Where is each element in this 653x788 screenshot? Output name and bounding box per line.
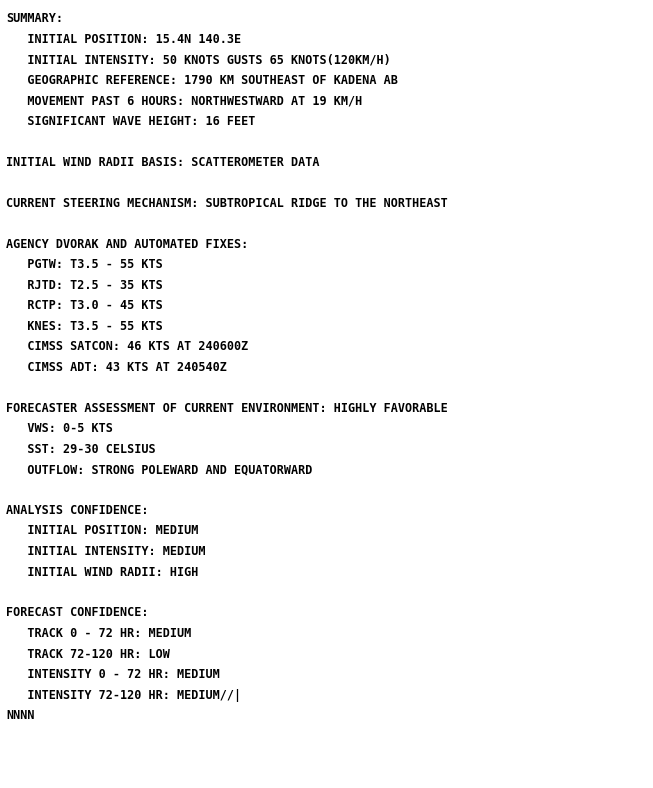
Text: INITIAL INTENSITY: 50 KNOTS GUSTS 65 KNOTS(120KM/H): INITIAL INTENSITY: 50 KNOTS GUSTS 65 KNO…	[6, 53, 390, 66]
Text: CIMSS ADT: 43 KTS AT 240540Z: CIMSS ADT: 43 KTS AT 240540Z	[6, 360, 227, 374]
Text: PGTW: T3.5 - 55 KTS: PGTW: T3.5 - 55 KTS	[6, 258, 163, 271]
Text: MOVEMENT PAST 6 HOURS: NORTHWESTWARD AT 19 KM/H: MOVEMENT PAST 6 HOURS: NORTHWESTWARD AT …	[6, 94, 362, 107]
Text: GEOGRAPHIC REFERENCE: 1790 KM SOUTHEAST OF KADENA AB: GEOGRAPHIC REFERENCE: 1790 KM SOUTHEAST …	[6, 73, 398, 87]
Text: ANALYSIS CONFIDENCE:: ANALYSIS CONFIDENCE:	[6, 504, 148, 517]
Text: TRACK 0 - 72 HR: MEDIUM: TRACK 0 - 72 HR: MEDIUM	[6, 627, 191, 640]
Text: INITIAL WIND RADII: HIGH: INITIAL WIND RADII: HIGH	[6, 566, 199, 578]
Text: RCTP: T3.0 - 45 KTS: RCTP: T3.0 - 45 KTS	[6, 299, 163, 312]
Text: INITIAL POSITION: 15.4N 140.3E: INITIAL POSITION: 15.4N 140.3E	[6, 32, 241, 46]
Text: SUMMARY:: SUMMARY:	[6, 12, 63, 25]
Text: INTENSITY 72-120 HR: MEDIUM//|: INTENSITY 72-120 HR: MEDIUM//|	[6, 689, 241, 701]
Text: TRACK 72-120 HR: LOW: TRACK 72-120 HR: LOW	[6, 648, 170, 660]
Text: CURRENT STEERING MECHANISM: SUBTROPICAL RIDGE TO THE NORTHEAST: CURRENT STEERING MECHANISM: SUBTROPICAL …	[6, 196, 448, 210]
Text: VWS: 0-5 KTS: VWS: 0-5 KTS	[6, 422, 113, 435]
Text: INTENSITY 0 - 72 HR: MEDIUM: INTENSITY 0 - 72 HR: MEDIUM	[6, 668, 220, 681]
Text: SIGNIFICANT WAVE HEIGHT: 16 FEET: SIGNIFICANT WAVE HEIGHT: 16 FEET	[6, 114, 255, 128]
Text: NNNN: NNNN	[6, 709, 35, 722]
Text: INITIAL POSITION: MEDIUM: INITIAL POSITION: MEDIUM	[6, 525, 199, 537]
Text: FORECAST CONFIDENCE:: FORECAST CONFIDENCE:	[6, 607, 148, 619]
Text: SST: 29-30 CELSIUS: SST: 29-30 CELSIUS	[6, 443, 155, 455]
Text: KNES: T3.5 - 55 KTS: KNES: T3.5 - 55 KTS	[6, 319, 163, 333]
Text: CIMSS SATCON: 46 KTS AT 240600Z: CIMSS SATCON: 46 KTS AT 240600Z	[6, 340, 248, 353]
Text: RJTD: T2.5 - 35 KTS: RJTD: T2.5 - 35 KTS	[6, 278, 163, 292]
Text: OUTFLOW: STRONG POLEWARD AND EQUATORWARD: OUTFLOW: STRONG POLEWARD AND EQUATORWARD	[6, 463, 312, 476]
Text: INITIAL INTENSITY: MEDIUM: INITIAL INTENSITY: MEDIUM	[6, 545, 206, 558]
Text: FORECASTER ASSESSMENT OF CURRENT ENVIRONMENT: HIGHLY FAVORABLE: FORECASTER ASSESSMENT OF CURRENT ENVIRON…	[6, 402, 448, 414]
Text: AGENCY DVORAK AND AUTOMATED FIXES:: AGENCY DVORAK AND AUTOMATED FIXES:	[6, 237, 248, 251]
Text: INITIAL WIND RADII BASIS: SCATTEROMETER DATA: INITIAL WIND RADII BASIS: SCATTEROMETER …	[6, 155, 319, 169]
